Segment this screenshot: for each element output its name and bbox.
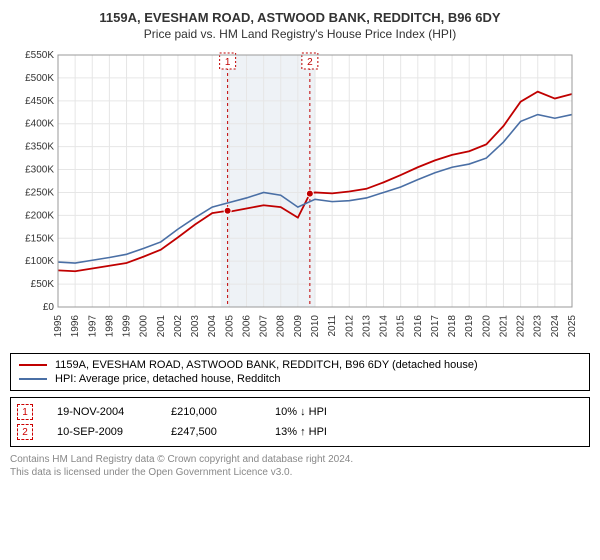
svg-text:1997: 1997 [87, 315, 98, 338]
title-block: 1159A, EVESHAM ROAD, ASTWOOD BANK, REDDI… [10, 10, 590, 41]
svg-text:2021: 2021 [498, 315, 509, 338]
svg-text:£350K: £350K [25, 142, 54, 153]
svg-text:£400K: £400K [25, 119, 54, 130]
svg-text:2016: 2016 [413, 315, 424, 338]
legend-item: HPI: Average price, detached house, Redd… [19, 372, 581, 386]
svg-text:2002: 2002 [173, 315, 184, 338]
svg-text:2023: 2023 [533, 315, 544, 338]
chart-title: 1159A, EVESHAM ROAD, ASTWOOD BANK, REDDI… [10, 10, 590, 25]
svg-text:2: 2 [307, 57, 313, 68]
svg-text:2020: 2020 [481, 315, 492, 338]
svg-text:£450K: £450K [25, 96, 54, 107]
svg-text:2008: 2008 [276, 315, 287, 338]
svg-text:£200K: £200K [25, 210, 54, 221]
sale-price: £210,000 [171, 406, 251, 418]
svg-text:2001: 2001 [156, 315, 167, 338]
svg-text:1995: 1995 [53, 315, 64, 338]
svg-text:2011: 2011 [327, 315, 338, 337]
price-chart: £0 £50K £100K £150K £200K £250K £300K £350K £400… [10, 47, 580, 347]
svg-text:2010: 2010 [310, 315, 321, 338]
legend-label: HPI: Average price, detached house, Redd… [55, 373, 280, 385]
svg-text:2022: 2022 [516, 315, 527, 338]
svg-text:£500K: £500K [25, 73, 54, 84]
sale-date: 10-SEP-2009 [57, 426, 147, 438]
svg-text:2004: 2004 [207, 315, 218, 338]
sale-delta: 13% ↑ HPI [275, 426, 327, 438]
marker-badge: 2 [17, 424, 33, 440]
legend: 1159A, EVESHAM ROAD, ASTWOOD BANK, REDDI… [10, 353, 590, 391]
svg-text:2007: 2007 [259, 315, 270, 338]
legend-item: 1159A, EVESHAM ROAD, ASTWOOD BANK, REDDI… [19, 358, 581, 372]
chart-container: £0 £50K £100K £150K £200K £250K £300K £350K £400… [10, 47, 590, 347]
svg-text:£50K: £50K [31, 279, 55, 290]
svg-text:£250K: £250K [25, 187, 54, 198]
svg-text:£550K: £550K [25, 50, 54, 61]
footer-line: Contains HM Land Registry data © Crown c… [10, 453, 590, 466]
svg-text:£100K: £100K [25, 256, 54, 267]
marker-badge: 1 [17, 404, 33, 420]
svg-text:2019: 2019 [464, 315, 475, 338]
sale-price: £247,500 [171, 426, 251, 438]
svg-text:2014: 2014 [379, 315, 390, 338]
svg-text:1998: 1998 [104, 315, 115, 338]
footer: Contains HM Land Registry data © Crown c… [10, 453, 590, 479]
table-row: 1 19-NOV-2004 £210,000 10% ↓ HPI [17, 402, 583, 422]
svg-text:2000: 2000 [139, 315, 150, 338]
legend-label: 1159A, EVESHAM ROAD, ASTWOOD BANK, REDDI… [55, 359, 478, 371]
legend-swatch [19, 378, 47, 380]
sales-table: 1 19-NOV-2004 £210,000 10% ↓ HPI 2 10-SE… [10, 397, 590, 447]
chart-subtitle: Price paid vs. HM Land Registry's House … [10, 27, 590, 41]
svg-text:2003: 2003 [190, 315, 201, 338]
svg-text:2017: 2017 [430, 315, 441, 338]
svg-text:2005: 2005 [224, 315, 235, 338]
svg-text:2006: 2006 [241, 315, 252, 338]
svg-text:1999: 1999 [122, 315, 133, 338]
footer-line: This data is licensed under the Open Gov… [10, 466, 590, 479]
svg-text:£0: £0 [43, 302, 55, 313]
sale-delta: 10% ↓ HPI [275, 406, 327, 418]
legend-swatch [19, 364, 47, 366]
svg-text:1: 1 [225, 57, 231, 68]
svg-text:2009: 2009 [293, 315, 304, 338]
svg-text:2012: 2012 [344, 315, 355, 338]
table-row: 2 10-SEP-2009 £247,500 13% ↑ HPI [17, 422, 583, 442]
svg-text:£150K: £150K [25, 233, 54, 244]
svg-text:2013: 2013 [361, 315, 372, 338]
svg-text:£300K: £300K [25, 165, 54, 176]
svg-text:2025: 2025 [567, 315, 578, 338]
sale-date: 19-NOV-2004 [57, 406, 147, 418]
svg-text:2018: 2018 [447, 315, 458, 338]
svg-text:2024: 2024 [550, 315, 561, 338]
svg-text:1996: 1996 [70, 315, 81, 338]
svg-text:2015: 2015 [396, 315, 407, 338]
